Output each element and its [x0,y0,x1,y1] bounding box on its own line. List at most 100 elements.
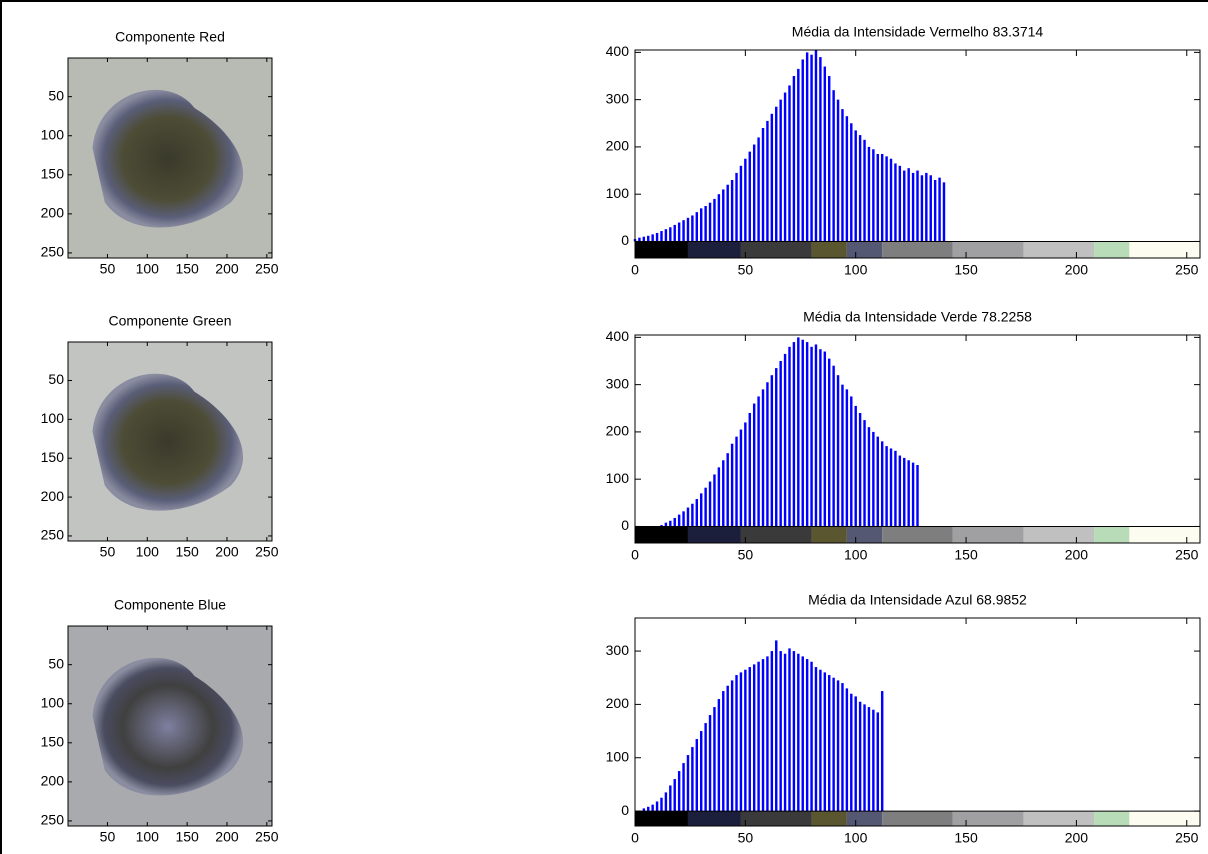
y-tick-label: 0 [621,802,629,818]
y-tick-label: 300 [606,642,630,658]
colorbar-segment [1023,526,1095,543]
bar [907,460,910,527]
bar [779,651,782,812]
colorbar-segment [1129,811,1200,826]
bar [858,135,862,242]
bar [823,66,827,242]
bar [744,158,747,242]
x-tick-label: 150 [954,547,978,563]
bar [704,723,707,812]
bar [761,128,765,242]
colorbar-segment [952,526,1024,543]
bar [748,667,751,812]
colorbar-segment [740,811,812,826]
bar [713,198,716,242]
colorbar-segment [811,811,847,826]
bar [704,487,707,527]
y-tick-label: 400 [606,43,630,59]
y-tick-label: 100 [606,748,630,764]
x-tick-label: 100 [136,261,160,277]
bar [673,517,676,527]
colorbar-segment [1023,241,1095,258]
bar [739,672,743,812]
chart-title: Média da Intensidade Azul 68.9852 [808,592,1027,608]
bar [850,693,853,812]
y-tick-label: 150 [41,449,65,465]
bar [669,520,672,527]
bar [841,683,844,812]
y-tick-label: 50 [48,371,64,387]
y-tick-label: 200 [606,423,630,439]
bar [691,747,694,812]
bar [828,358,831,527]
bar [726,453,729,527]
bar [797,337,800,527]
x-tick-label: 250 [255,544,279,560]
bar [770,375,774,527]
bar [699,731,703,812]
chart-title: Média da Intensidade Verde 78.2258 [803,309,1032,325]
colorbar-segment [882,241,953,258]
bar [942,182,946,242]
bar [916,465,919,527]
bar [775,368,778,527]
bar [779,99,782,242]
bar [752,403,756,527]
colorbar-segment [811,241,847,258]
bar [894,163,897,242]
x-tick-label: 150 [175,544,199,560]
bar [642,236,646,242]
bar [938,177,941,242]
image-lesion [92,657,244,796]
bar [801,339,804,527]
bar [761,659,765,812]
bar [805,342,809,527]
bar [748,151,751,242]
y-tick-label: 200 [606,695,630,711]
y-tick-label: 0 [621,517,629,533]
colorbar-segment [635,241,688,258]
bar [872,149,875,242]
bar [766,656,769,812]
y-tick-label: 100 [606,470,630,486]
bar [867,146,871,242]
bar [876,436,879,527]
bar [788,346,791,527]
bar [677,222,681,242]
bar [642,808,646,812]
bar [872,431,875,527]
bar [876,154,879,242]
bar [726,685,729,812]
y-tick-label: 150 [41,734,65,750]
bar [836,99,840,242]
axes-box [67,57,273,259]
bar [744,669,747,812]
bar [752,144,756,242]
bar [695,212,699,242]
bar [677,514,681,527]
bar [660,797,663,812]
y-tick-label: 250 [41,244,65,260]
x-tick-label: 50 [100,261,116,277]
bar [677,771,681,812]
bar [744,422,747,527]
bar [805,659,809,812]
bar [854,696,857,812]
bar [651,804,654,812]
axes-box [67,625,273,827]
x-tick-label: 100 [844,830,868,846]
bar [647,235,650,242]
axes-box [634,49,1201,259]
bar [863,139,866,242]
bar [832,677,835,812]
x-tick-label: 100 [136,829,160,845]
bar [819,57,822,242]
bar [699,208,703,242]
bar [872,709,875,812]
bar [695,739,699,812]
bar [713,474,716,527]
chart-title: Média da Intensidade Vermelho 83.3714 [792,24,1044,40]
x-tick-label: 250 [1175,830,1199,846]
chart-title: Componente Blue [114,597,226,613]
bar [885,156,888,242]
